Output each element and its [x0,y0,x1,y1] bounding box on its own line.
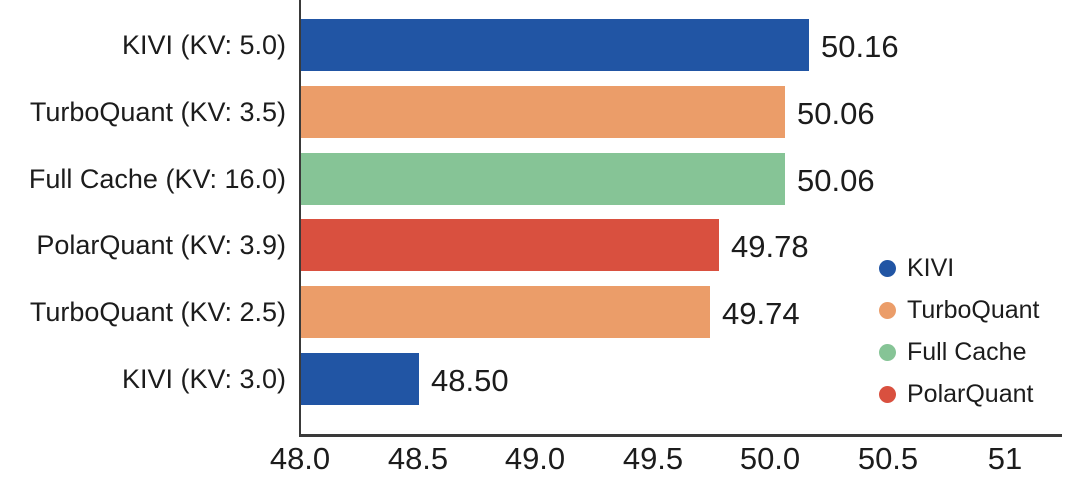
legend-dot-icon [879,343,896,361]
legend-item: KIVI [879,247,1039,289]
x-tick-label: 48.5 [387,441,449,476]
bar [301,19,809,71]
legend-dot-icon [879,385,896,403]
legend-item: PolarQuant [879,373,1039,415]
legend-dot-icon [879,301,896,319]
value-label: 50.06 [797,96,875,131]
category-label: PolarQuant (KV: 3.9) [36,229,286,260]
legend-item-label: KIVI [907,253,955,282]
legend-item-label: Full Cache [907,337,1027,366]
legend-item: Full Cache [879,331,1039,373]
bar [301,353,419,405]
bar [301,286,710,338]
category-label: Full Cache (KV: 16.0) [28,163,286,194]
value-label: 50.16 [821,29,899,64]
legend-dot-icon [879,259,896,277]
legend-item-label: TurboQuant [907,295,1040,324]
x-tick-label: 49.0 [504,441,566,476]
value-label: 49.74 [722,296,800,331]
x-tick-label: 50.0 [739,441,801,476]
x-tick-label: 49.5 [622,441,684,476]
value-label: 49.78 [731,229,809,264]
x-tick-label: 48.0 [269,441,331,476]
y-axis-line [299,0,301,437]
x-axis-line [299,434,1062,437]
legend-item: TurboQuant [879,289,1039,331]
value-label: 48.50 [431,363,509,398]
x-tick-label: 50.5 [857,441,919,476]
category-label: KIVI (KV: 5.0) [121,29,286,60]
bar [301,219,719,271]
bar [301,86,785,138]
category-label: KIVI (KV: 3.0) [121,363,286,394]
value-label: 50.06 [797,163,875,198]
legend-item-label: PolarQuant [907,379,1034,408]
category-label: TurboQuant (KV: 3.5) [29,96,286,127]
x-tick-label: 51 [987,441,1023,476]
bar [301,153,785,205]
legend: KIVI TurboQuant Full Cache PolarQuant [879,247,1039,415]
category-label: TurboQuant (KV: 2.5) [29,296,286,327]
